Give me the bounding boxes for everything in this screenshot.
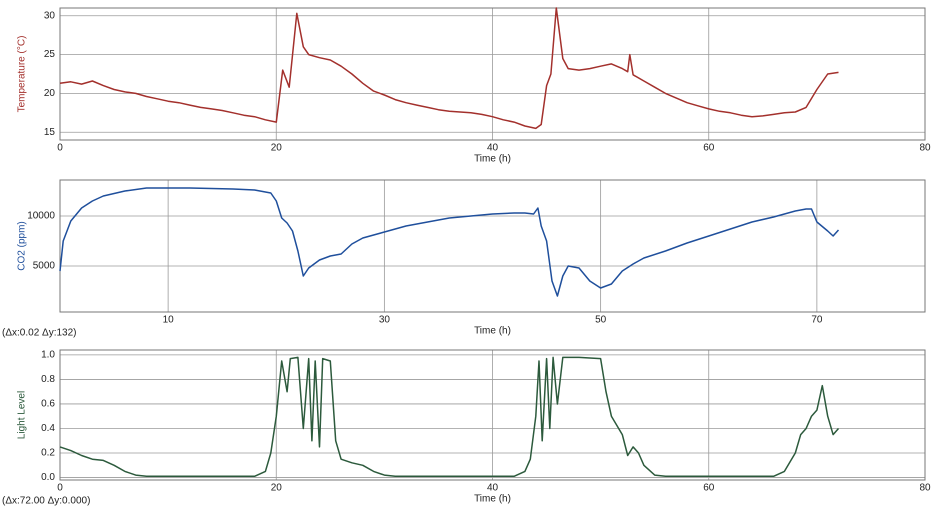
x-tick-label: 30: [379, 315, 391, 326]
x-axis-label: Time (h): [474, 154, 511, 165]
y-axis-label: Temperature (°C): [17, 36, 28, 113]
y-tick-label: 5000: [33, 261, 56, 272]
y-tick-label: 0.6: [41, 399, 55, 410]
y-tick-label: 25: [44, 49, 56, 60]
y-tick-label: 20: [44, 88, 56, 99]
x-axis-label: Time (h): [474, 494, 511, 505]
y-tick-label: 15: [44, 127, 56, 138]
x-tick-label: 60: [703, 143, 715, 154]
y-axis-label: Light Level: [17, 391, 28, 439]
y-tick-label: 30: [44, 10, 56, 21]
y-axis-label: CO2 (ppm): [17, 221, 28, 270]
data-line: [59, 187, 840, 297]
y-tick-label: 0.4: [41, 423, 55, 434]
x-tick-label: 0: [57, 483, 63, 494]
x-tick-label: 70: [811, 315, 823, 326]
plot-frame: [59, 7, 926, 141]
x-axis-label: Time (h): [474, 326, 511, 337]
x-tick-label: 50: [595, 315, 607, 326]
y-tick-label: 10000: [27, 211, 55, 222]
annotation: (Δx:72.00 Δy:0.000): [2, 496, 90, 507]
x-tick-label: 20: [271, 143, 283, 154]
x-tick-label: 80: [919, 143, 931, 154]
x-tick-label: 0: [57, 143, 63, 154]
y-tick-label: 0.8: [41, 374, 55, 385]
plot-frame: [59, 349, 926, 481]
x-tick-label: 10: [163, 315, 175, 326]
x-tick-label: 60: [703, 483, 715, 494]
plot-frame: [59, 179, 926, 313]
data-line: [59, 356, 840, 478]
x-tick-label: 40: [487, 143, 499, 154]
y-tick-label: 0.2: [41, 448, 55, 459]
x-tick-label: 40: [487, 483, 499, 494]
x-tick-label: 80: [919, 483, 931, 494]
data-line: [59, 7, 839, 130]
annotation: (Δx:0.02 Δy:132): [2, 328, 77, 339]
x-tick-label: 20: [271, 483, 283, 494]
y-tick-label: 1.0: [41, 350, 55, 361]
y-tick-label: 0.0: [41, 472, 55, 483]
